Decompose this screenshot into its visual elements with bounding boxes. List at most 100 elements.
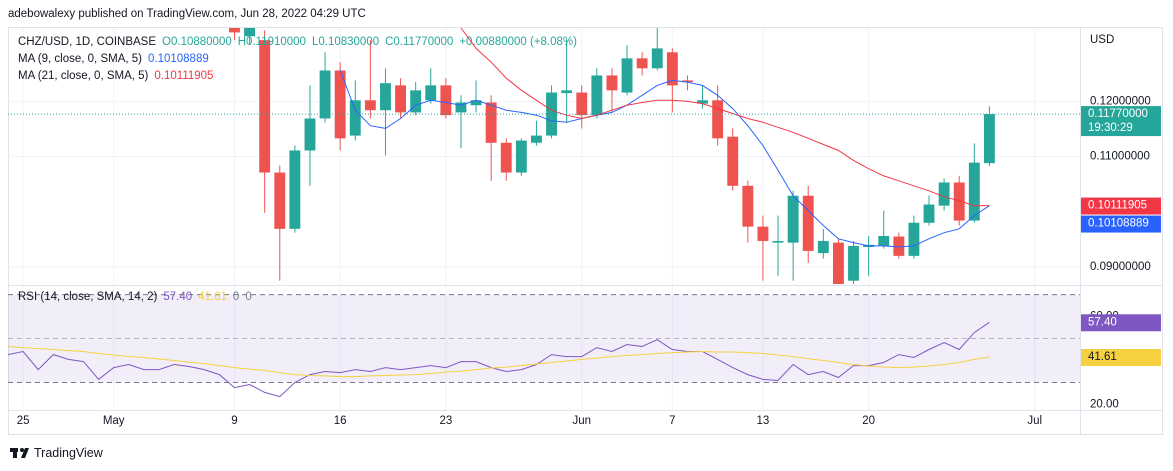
candle-body — [425, 85, 437, 101]
candle-body — [832, 242, 844, 284]
candle-body — [500, 142, 512, 173]
candle-body — [878, 236, 890, 246]
grid — [8, 28, 1080, 410]
candle-body — [319, 70, 331, 119]
candle-body — [787, 195, 799, 243]
candle-body — [470, 100, 482, 106]
price-axis-box-label: 0.11770000 — [1088, 108, 1148, 120]
legend-series-value: 0.10108889 — [148, 53, 209, 65]
candle-body — [274, 172, 286, 229]
candle-body — [938, 182, 950, 206]
x-tick-label: 16 — [334, 415, 347, 427]
candle-body — [364, 100, 376, 111]
candle-body — [349, 100, 361, 136]
price-axis-box — [1081, 106, 1161, 137]
legend-extra: 0 — [233, 291, 239, 303]
moving-average — [460, 28, 990, 207]
candle-body — [636, 58, 648, 69]
rsi-pane — [8, 294, 1080, 398]
legend: CHZ/USD, 1D, COINBASE O0.10880000 H0.11910… — [18, 36, 577, 303]
legend-extra: 0 — [245, 291, 251, 303]
candle-body — [893, 236, 905, 256]
candle-body — [682, 80, 693, 83]
logo-part — [21, 448, 29, 458]
price-axis-box-label: 0.10111905 — [1088, 200, 1147, 212]
logo-part — [20, 448, 24, 452]
candle-body — [591, 75, 603, 116]
legend-series-value: 41.61 — [198, 291, 227, 303]
legend-series-name: MA (21, close, 0, SMA, 5) — [18, 70, 149, 82]
legend-series-value: 57.40 — [163, 291, 192, 303]
legend-ohlc: +0.00880000 (+8.08%) — [459, 36, 577, 48]
candle-body — [802, 195, 814, 251]
price-axis-box — [1081, 215, 1161, 233]
price-axis-box-label: 57.40 — [1088, 316, 1117, 328]
legend-row: MA (9, close, 0, SMA, 5) 0.10108889 — [18, 53, 209, 65]
x-tick-label: 13 — [757, 415, 770, 427]
candle-body — [304, 118, 316, 151]
candle-body — [697, 100, 708, 104]
x-tick-label: 25 — [17, 415, 30, 427]
currency-label: USD — [1090, 34, 1114, 46]
candle-body — [666, 52, 678, 86]
candle-body — [259, 40, 271, 173]
candle-body — [712, 100, 724, 139]
candle-body — [817, 240, 829, 254]
candle-body — [953, 182, 965, 221]
candle-body — [455, 102, 467, 113]
legend-ohlc: C0.11770000 — [385, 36, 453, 48]
legend-ohlc: O0.10880000 — [162, 36, 232, 48]
candle-body — [576, 92, 588, 116]
candle-body — [968, 162, 980, 221]
rsi-line — [8, 346, 990, 378]
candle-body — [485, 102, 497, 143]
candle-body — [727, 136, 739, 186]
footer-logo — [10, 448, 29, 458]
x-tick-label: May — [103, 415, 125, 427]
x-tick-label: Jul — [1027, 415, 1042, 427]
candle-body — [561, 90, 573, 94]
candle-body — [440, 85, 452, 116]
price-pane — [8, 28, 1080, 284]
candle-body — [395, 85, 406, 113]
candle-body — [742, 185, 754, 227]
legend-row: RSI (14, close, SMA, 14, 2) 57.40 41.61 0 0 — [18, 291, 252, 303]
candle-body — [651, 48, 663, 69]
legend-symbol: CHZ/USD, 1D, COINBASE — [18, 36, 156, 48]
footer: TradingView — [34, 446, 104, 460]
candle-body — [757, 226, 769, 241]
y-tick-label: 0.09000000 — [1090, 261, 1151, 273]
axes: 25 May 9 16 23 Jun 7 13 20 Jul 0.09000000 0.1100000… — [17, 34, 1161, 427]
legend-ohlc: L0.10830000 — [312, 36, 379, 48]
candle-body — [289, 150, 301, 229]
legend-row: CHZ/USD, 1D, COINBASE O0.10880000 H0.11910… — [18, 36, 577, 48]
legend-ohlc: H0.11910000 — [238, 36, 306, 48]
price-axis-box — [1081, 349, 1161, 367]
candle-body — [531, 135, 542, 143]
x-tick-label: 20 — [862, 415, 875, 427]
price-axis-box-label: 0.10108889 — [1088, 218, 1149, 230]
rsi-line — [8, 321, 990, 398]
candle-body — [244, 28, 256, 37]
candle-body — [334, 70, 346, 139]
logo-part — [13, 448, 17, 458]
legend-row: MA (21, close, 0, SMA, 5) 0.10111905 — [18, 70, 213, 82]
price-axis-box-sublabel: 19:30:29 — [1088, 122, 1133, 134]
x-tick-label: 7 — [669, 415, 675, 427]
y-tick-label: 0.11000000 — [1090, 151, 1150, 163]
header: adebowalexy published on TradingView.com… — [8, 8, 366, 20]
price-axis-box — [1081, 197, 1161, 215]
candle-body — [923, 204, 935, 223]
y-tick-label: 0.12000000 — [1090, 95, 1151, 107]
legend-title: RSI (14, close, SMA, 14, 2) — [18, 291, 158, 303]
frame — [8, 27, 1163, 435]
candle-body — [606, 75, 618, 91]
x-tick-label: Jun — [572, 415, 591, 427]
y-tick-label: 20.00 — [1090, 399, 1119, 411]
candle-body — [380, 83, 391, 111]
price-axis-box-label: 41.61 — [1088, 351, 1117, 363]
candle-body — [621, 58, 633, 93]
candle-body — [515, 140, 527, 173]
